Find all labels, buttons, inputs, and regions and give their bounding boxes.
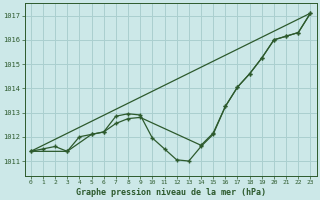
X-axis label: Graphe pression niveau de la mer (hPa): Graphe pression niveau de la mer (hPa) bbox=[76, 188, 266, 197]
